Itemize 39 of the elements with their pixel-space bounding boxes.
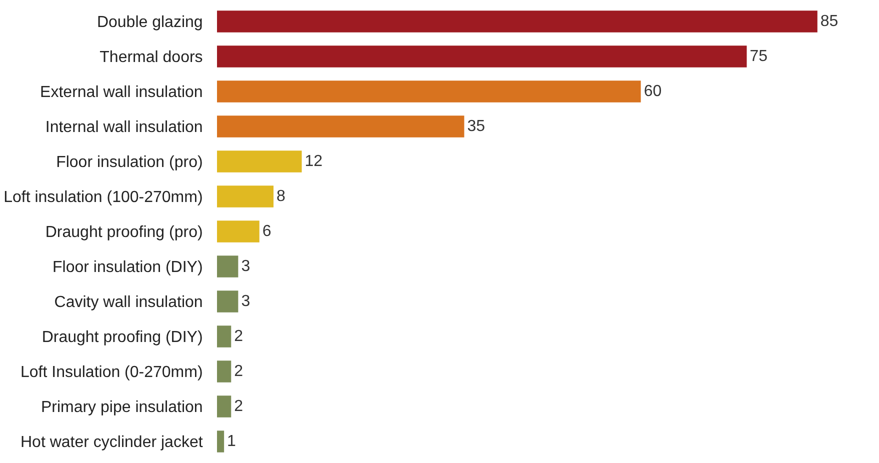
y-tick-label: Draught proofing (DIY) — [42, 329, 203, 346]
y-tick-label: Hot water cyclinder jacket — [20, 434, 204, 452]
y-tick-label: Primary pipe insulation — [40, 399, 203, 416]
bar — [217, 256, 238, 278]
y-tick-label: Loft Insulation (0-270mm) — [20, 364, 203, 382]
y-tick-label: Draught proofing (pro) — [45, 224, 203, 242]
y-tick-label: Loft insulation (100-270mm) — [4, 189, 203, 206]
data-label: 12 — [304, 153, 323, 170]
y-tick-label: Floor insulation (pro) — [56, 154, 203, 172]
y-tick-label: Internal wall insulation — [45, 119, 203, 136]
bar — [217, 396, 232, 418]
data-label: 8 — [276, 188, 286, 205]
y-tick-label: External wall insulation — [40, 84, 203, 102]
bar — [217, 186, 274, 208]
bar — [217, 290, 238, 312]
data-label: 35 — [467, 118, 486, 135]
bar — [217, 430, 224, 452]
bar — [217, 116, 464, 138]
bar — [217, 326, 232, 348]
data-label: 60 — [644, 83, 662, 100]
bar — [217, 150, 302, 172]
bar — [217, 360, 232, 382]
y-tick-label: Cavity wall insulation — [54, 294, 203, 312]
data-label: 2 — [234, 398, 244, 415]
bar — [217, 10, 818, 32]
y-tick-label: Thermal doors — [100, 49, 203, 66]
bar — [217, 220, 260, 242]
data-label: 1 — [227, 433, 236, 450]
data-label: 75 — [750, 48, 768, 65]
data-label: 85 — [820, 13, 838, 30]
data-label: 2 — [234, 363, 244, 380]
data-label: 3 — [241, 293, 250, 310]
bar — [217, 80, 641, 102]
y-tick-label: Double glazing — [96, 14, 203, 32]
data-label: 3 — [241, 258, 250, 275]
y-tick-label: Floor insulation (DIY) — [52, 259, 203, 276]
bar — [217, 46, 747, 68]
data-label: 2 — [234, 328, 244, 345]
data-label: 6 — [262, 223, 272, 240]
